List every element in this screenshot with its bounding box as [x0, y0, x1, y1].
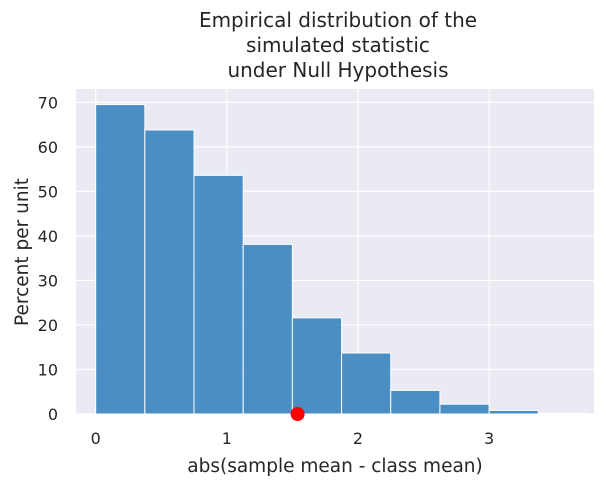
- chart-title: Empirical distribution of the simulated …: [199, 8, 477, 82]
- y-axis-ticks: 0 10 20 30 40 50 60 70: [38, 93, 58, 424]
- y-tick-label: 20: [38, 316, 58, 335]
- histogram-bar: [439, 403, 490, 415]
- histogram-bar: [193, 174, 244, 415]
- histogram-bar: [537, 412, 588, 415]
- histogram-bar: [390, 389, 441, 415]
- histogram-bar: [291, 317, 343, 415]
- y-tick-label: 70: [38, 93, 58, 112]
- x-axis-label: abs(sample mean - class mean): [187, 456, 482, 477]
- title-line: simulated statistic: [246, 33, 430, 57]
- y-tick-label: 40: [38, 227, 58, 246]
- title-line: under Null Hypothesis: [227, 58, 448, 82]
- histogram-bar: [488, 409, 539, 415]
- histogram-bar: [144, 129, 195, 415]
- x-axis-ticks: 0 1 2 3: [91, 429, 495, 448]
- y-tick-label: 60: [38, 138, 58, 157]
- y-tick-label: 10: [38, 360, 58, 379]
- x-tick-label: 3: [484, 429, 494, 448]
- observed-statistic-point: [290, 407, 305, 421]
- y-tick-label: 0: [48, 405, 58, 424]
- x-tick-label: 0: [91, 429, 101, 448]
- y-tick-label: 50: [38, 182, 58, 201]
- observed-points: [290, 407, 305, 421]
- histogram-bar: [242, 243, 293, 415]
- bars: [95, 104, 588, 415]
- histogram-bar: [341, 352, 392, 415]
- histogram-bar: [95, 104, 146, 415]
- x-tick-label: 2: [353, 429, 363, 448]
- y-tick-label: 30: [38, 271, 58, 290]
- y-axis-label: Percent per unit: [12, 178, 33, 326]
- x-tick-label: 1: [222, 429, 232, 448]
- title-line: Empirical distribution of the: [199, 8, 477, 32]
